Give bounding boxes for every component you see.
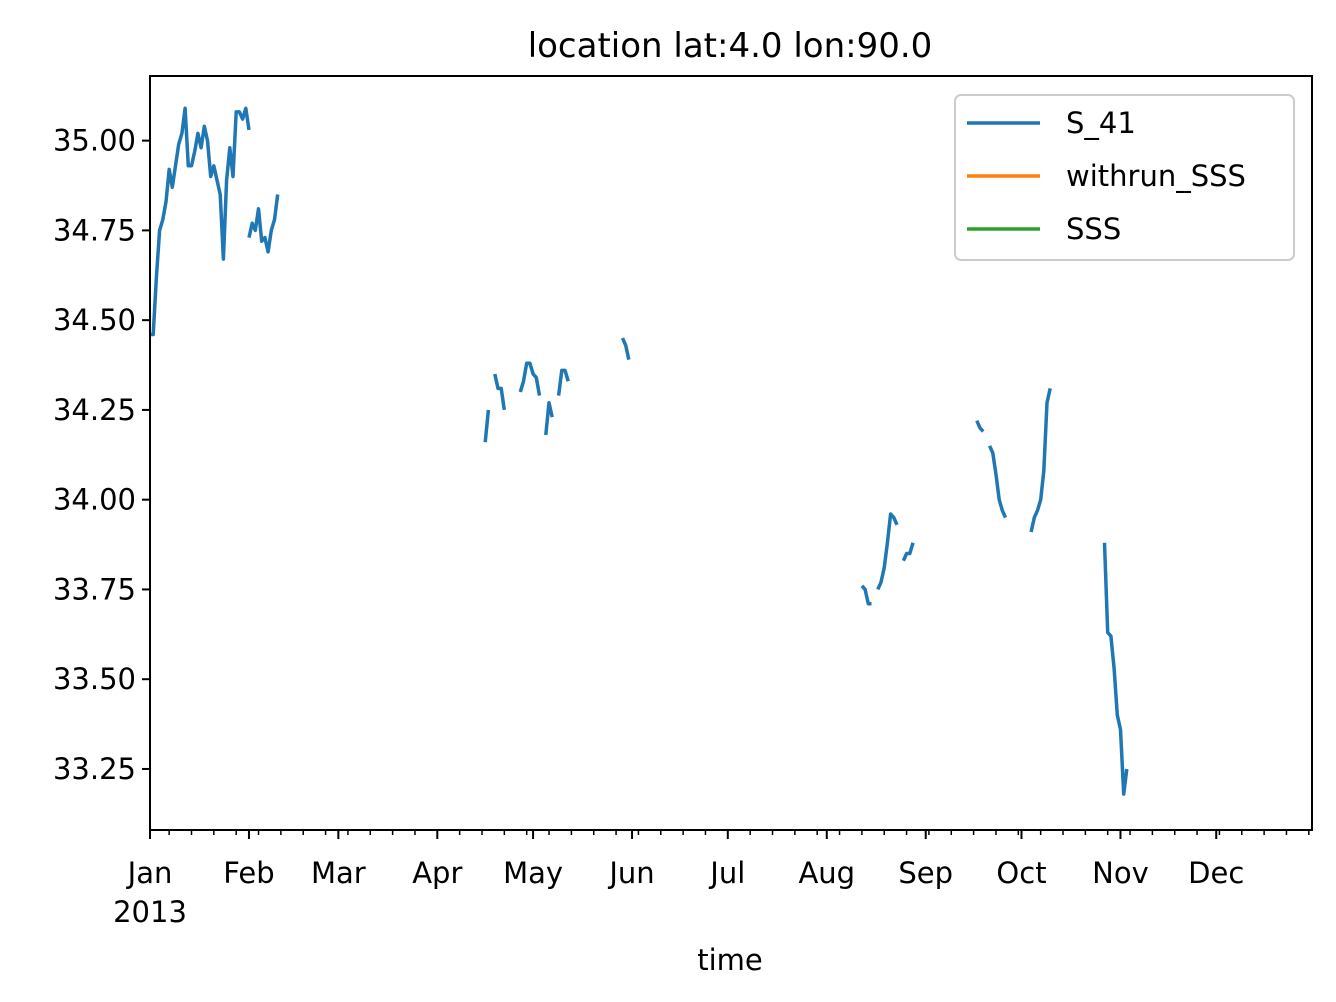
legend-label: SSS [1066, 212, 1121, 246]
series-line-s-41 [620, 337, 631, 360]
y-tick-label: 34.25 [53, 393, 136, 427]
y-tick-label: 33.25 [53, 752, 136, 786]
series-line-s-41 [988, 445, 1008, 519]
x-tick-label: Jul [708, 856, 745, 890]
y-tick-label: 35.00 [53, 124, 136, 158]
series-line-s-41 [1029, 388, 1052, 533]
x-tick-label: Aug [798, 856, 855, 890]
x-axis: 2013 time Jan Feb Mar Apr May Jun Jul Aug Sep Oct… [113, 830, 1310, 977]
plot-frame [149, 75, 1313, 831]
x-tick-label: Nov [1092, 856, 1149, 890]
x-tick-label: Sep [898, 856, 953, 890]
chart-title: location lat:4.0 lon:90.0 [528, 26, 933, 66]
series-line-s-41 [544, 400, 554, 436]
x-tick-label: Jan [126, 856, 173, 890]
series-line-s-41 [493, 373, 507, 411]
series-line-s-41 [483, 409, 491, 443]
x-tick-label: Feb [223, 856, 274, 890]
series-line-s-41 [901, 542, 915, 562]
y-tick-label: 33.75 [53, 572, 136, 606]
plot-area [149, 75, 1313, 831]
series-line-s-41 [556, 368, 570, 396]
y-tick-label: 34.00 [53, 483, 136, 517]
series-line-s-41 [975, 419, 985, 433]
y-tick-label: 33.50 [53, 662, 136, 696]
x-tick-label: Apr [412, 856, 462, 890]
x-axis-label: time [697, 943, 763, 977]
x-tick-label: Dec [1188, 856, 1244, 890]
legend-label: withrun_SSS [1066, 159, 1246, 193]
y-axis: 33.25 33.50 33.75 34.00 34.25 34.50 34.75 35.00 [53, 124, 150, 786]
x-tick-label: May [503, 856, 563, 890]
series-line-s-41 [150, 106, 251, 337]
series-line-s-41 [876, 512, 899, 591]
legend-box [954, 94, 1295, 261]
legend: S_41 withrun_SSS SSS [954, 94, 1295, 261]
x-tick-label: Oct [996, 856, 1046, 890]
series-line-s-41 [247, 194, 280, 254]
y-tick-label: 34.50 [53, 303, 136, 337]
series-line-s-41 [860, 584, 872, 606]
x-tick-label: Jun [607, 856, 654, 890]
legend-label: S_41 [1066, 106, 1136, 140]
x-tick-label: Mar [311, 856, 366, 890]
y-tick-label: 34.75 [53, 213, 136, 247]
series-line-s-41 [1102, 542, 1129, 796]
series-layer [150, 106, 1129, 796]
x-year-label: 2013 [113, 895, 187, 929]
series-line-s-41 [518, 361, 542, 396]
